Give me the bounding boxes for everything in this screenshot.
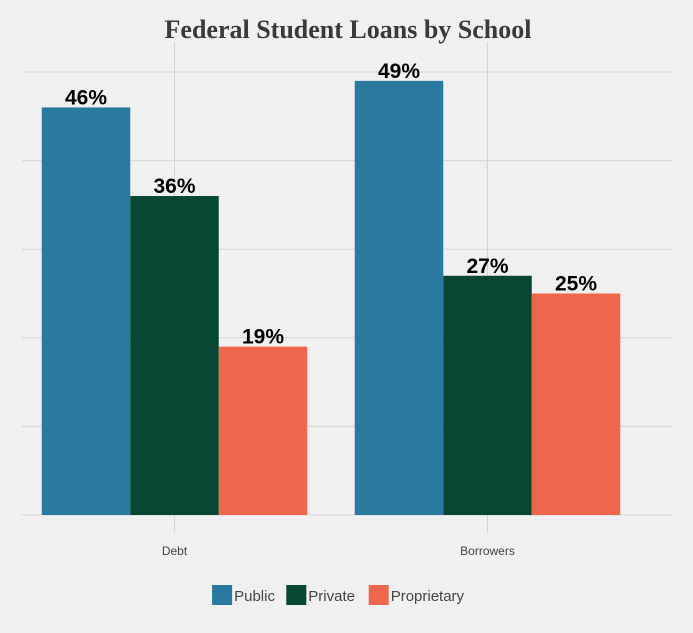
legend-item-proprietary[interactable]: Proprietary xyxy=(368,585,465,605)
bar-public-debt xyxy=(41,107,131,515)
bar-private-borrowers xyxy=(443,275,532,515)
chart-title: Federal Student Loans by School xyxy=(165,15,532,44)
value-label-proprietary-borrowers: 25% xyxy=(555,273,597,296)
x-axis: Debt Borrowers xyxy=(162,544,515,558)
value-label-public-debt: 46% xyxy=(65,86,107,109)
value-label-proprietary-debt: 19% xyxy=(242,326,284,349)
bar-proprietary-borrowers xyxy=(531,293,621,515)
legend-item-public[interactable]: Public xyxy=(212,585,275,605)
value-label-public-borrowers: 49% xyxy=(378,60,420,83)
x-tick-label-borrowers: Borrowers xyxy=(460,544,515,558)
legend[interactable]: Public Private Proprietary xyxy=(212,585,465,605)
bars-layer xyxy=(41,80,621,516)
legend-swatch-private xyxy=(286,585,307,605)
legend-item-private[interactable]: Private xyxy=(286,585,355,605)
value-label-private-borrowers: 27% xyxy=(466,255,508,278)
bar-private-debt xyxy=(130,196,219,516)
value-label-private-debt: 36% xyxy=(153,175,195,198)
value-labels-layer: 46% 36% 19% 49% 27% 25% xyxy=(65,60,597,349)
legend-label-private: Private xyxy=(308,588,355,605)
bar-proprietary-debt xyxy=(218,346,308,515)
legend-label-proprietary: Proprietary xyxy=(391,588,465,605)
legend-swatch-public xyxy=(212,585,233,605)
x-tick-label-debt: Debt xyxy=(162,544,188,558)
legend-swatch-proprietary xyxy=(368,585,389,605)
legend-label-public: Public xyxy=(234,588,275,605)
bar-public-borrowers xyxy=(354,80,444,516)
